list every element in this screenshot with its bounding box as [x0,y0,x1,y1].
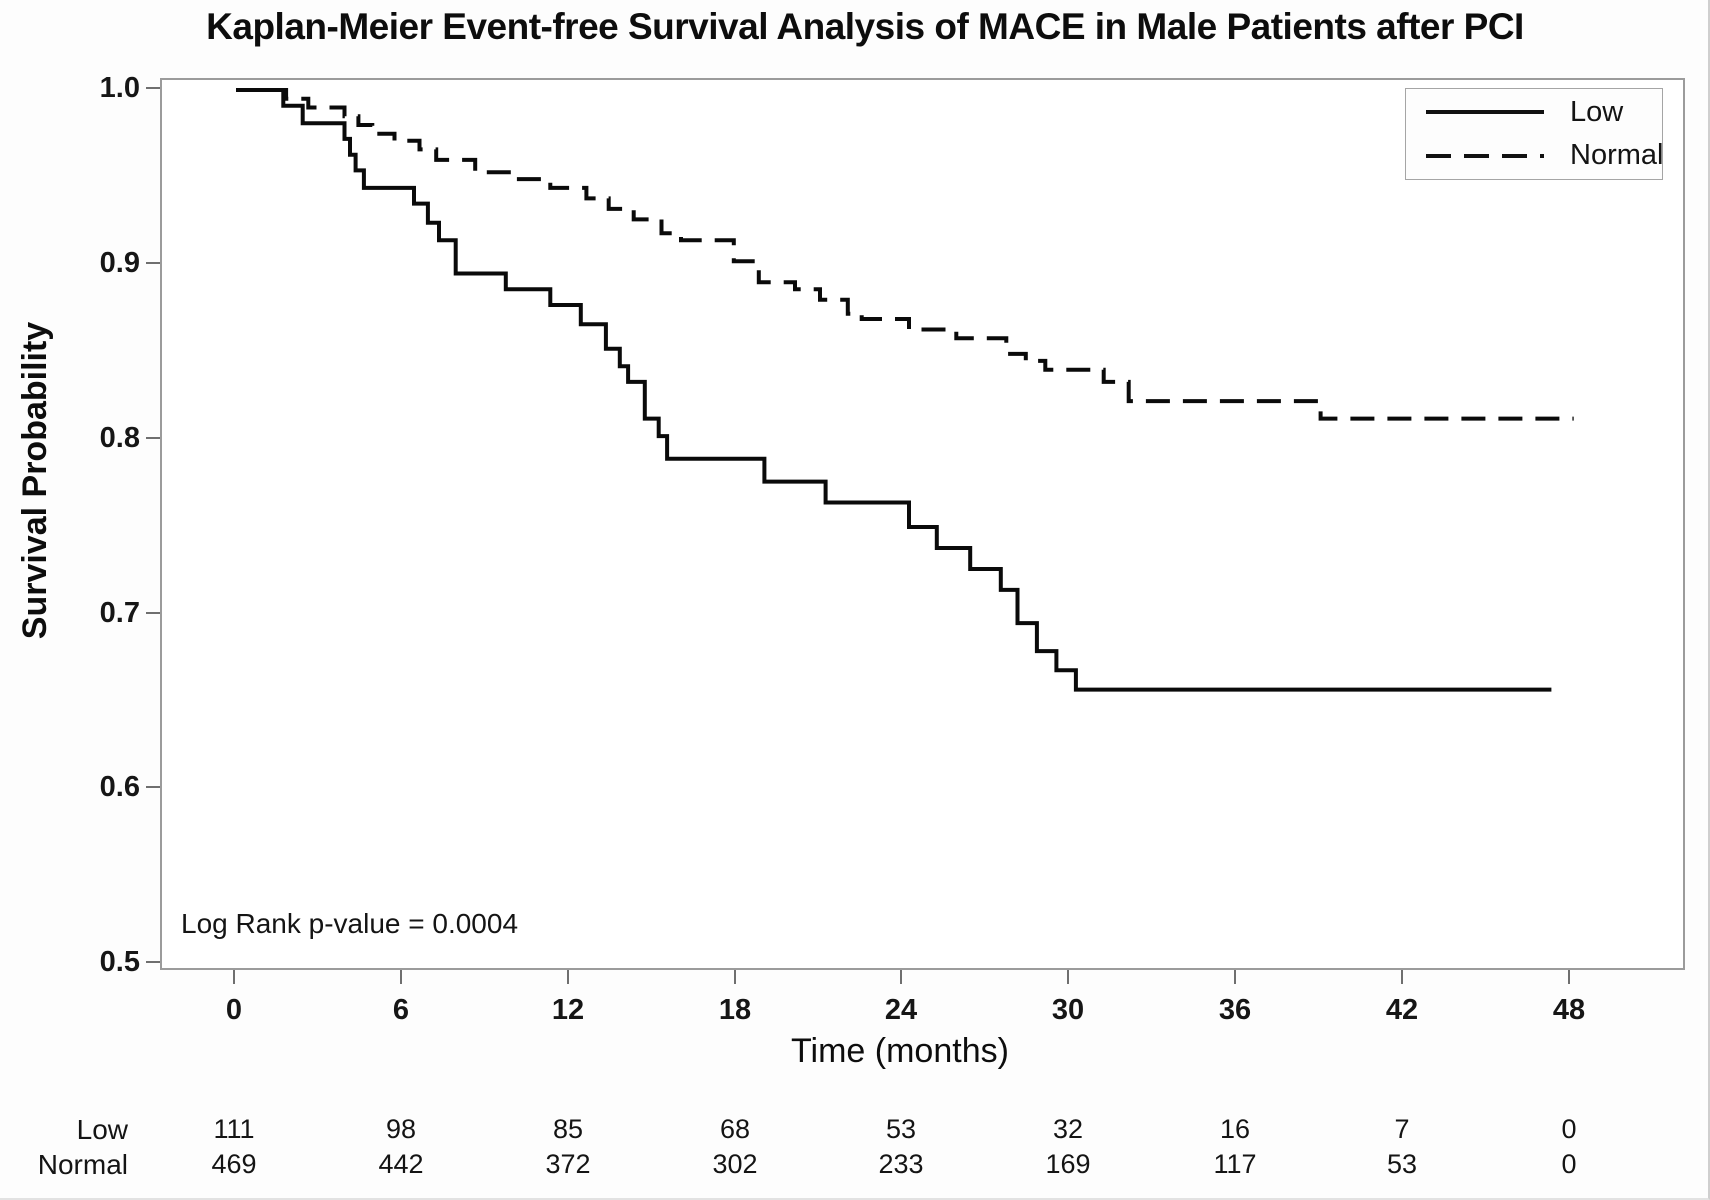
risk-count: 169 [1045,1149,1091,1179]
risk-count: 302 [712,1149,758,1179]
risk-count: 0 [1561,1149,1577,1179]
risk-count: 111 [213,1114,255,1144]
y-tick-mark [146,262,160,264]
x-tick-mark [1401,970,1403,984]
y-tick-label: 0.8 [99,422,140,454]
x-tick-mark [734,970,736,984]
legend: Low Normal [1405,88,1663,180]
y-tick-label: 0.5 [99,946,140,978]
log-rank-annotation: Log Rank p-value = 0.0004 [181,908,519,939]
x-tick-mark [1234,970,1236,984]
x-tick-mark [1568,970,1570,984]
y-axis-title: Survival Probability [8,40,64,920]
legend-label: Low [1570,95,1624,128]
risk-count: 53 [885,1114,917,1144]
survival-curves [236,88,1574,692]
risk-row-label: Low [76,1114,128,1145]
x-tick-mark [1067,970,1069,984]
y-tick-mark [146,961,160,963]
risk-count: 7 [1394,1114,1410,1144]
normal-curve [236,88,1574,421]
y-tick-mark [146,87,160,89]
risk-count: 117 [1213,1149,1257,1179]
x-tick-label: 36 [1218,994,1252,1026]
solid-line-sample [1426,110,1544,115]
risk-row-label: Normal [37,1149,128,1180]
legend-item-low: Low [1406,92,1662,132]
legend-label: Normal [1570,139,1664,172]
x-tick-label: 0 [225,994,243,1026]
x-tick-label: 12 [551,994,585,1026]
x-tick-mark [900,970,902,984]
y-tick-mark [146,437,160,439]
risk-count: 85 [552,1114,584,1144]
risk-count: 0 [1561,1114,1577,1144]
y-tick-label: 0.9 [99,247,140,279]
x-tick-mark [233,970,235,984]
y-tick-label: 0.6 [99,771,140,803]
risk-count: 32 [1052,1114,1084,1144]
x-tick-label: 42 [1385,994,1419,1026]
y-tick-label: 1.0 [99,72,140,104]
x-tick-label: 24 [884,994,918,1026]
x-tick-mark [400,970,402,984]
y-axis-title-text: Survival Probability [16,321,55,639]
dashed-line-sample [1426,153,1544,158]
x-tick-label: 48 [1552,994,1586,1026]
x-tick-label: 6 [392,994,410,1026]
y-tick-mark [146,786,160,788]
x-axis-title: Time (months) [791,1032,1009,1070]
plot-area [160,78,1685,970]
risk-count: 98 [385,1114,417,1144]
risk-count: 233 [878,1149,924,1179]
y-tick-label: 0.7 [99,597,140,629]
legend-item-normal: Normal [1406,136,1664,176]
y-tick-mark [146,612,160,614]
x-tick-mark [567,970,569,984]
x-tick-label: 18 [718,994,752,1026]
risk-count: 372 [545,1149,591,1179]
low-curve [236,88,1552,692]
risk-count: 16 [1219,1114,1251,1144]
risk-count: 442 [378,1149,424,1179]
chart-title: Kaplan-Meier Event-free Survival Analysi… [206,6,1524,47]
risk-count: 53 [1386,1149,1418,1179]
x-tick-label: 30 [1051,994,1085,1026]
risk-count: 68 [719,1114,751,1144]
risk-count: 469 [211,1149,257,1179]
